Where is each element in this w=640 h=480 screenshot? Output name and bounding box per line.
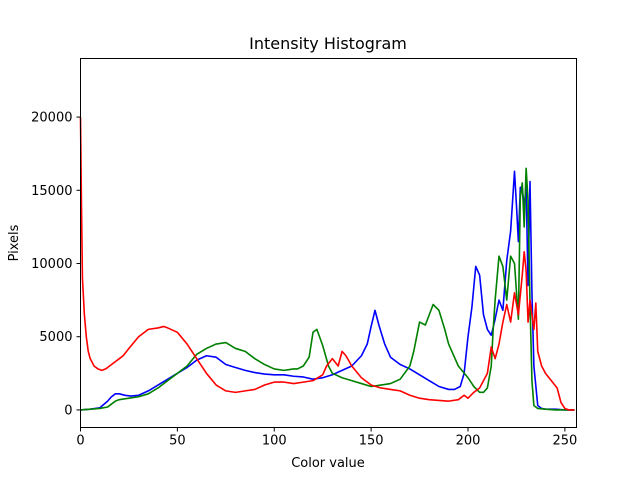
- x-tick-label: 0: [76, 434, 84, 449]
- x-axis-label: Color value: [291, 456, 365, 471]
- x-tick-label: 150: [359, 434, 384, 449]
- series-line-1: [80, 167, 575, 411]
- plot-area-frame: [80, 58, 577, 428]
- x-tick-label: 100: [262, 434, 287, 449]
- y-tick-label: 0: [64, 403, 72, 418]
- y-tick-label: 10000: [31, 257, 72, 272]
- series-line-2: [79, 117, 575, 411]
- x-axis-ticks: 0 50 100 150 200 250: [76, 427, 577, 449]
- y-tick-label: 5000: [39, 330, 72, 345]
- x-tick-label: 50: [169, 434, 186, 449]
- y-tick-label: 20000: [31, 111, 72, 126]
- x-tick-label: 200: [456, 434, 481, 449]
- y-axis-ticks: 0 5000 10000 15000 20000: [31, 111, 81, 418]
- plot-lines: [79, 117, 575, 411]
- x-tick-label: 250: [552, 434, 577, 449]
- y-axis-label: Pixels: [7, 224, 22, 261]
- chart-title: Intensity Histogram: [249, 34, 407, 53]
- y-tick-label: 15000: [31, 184, 72, 199]
